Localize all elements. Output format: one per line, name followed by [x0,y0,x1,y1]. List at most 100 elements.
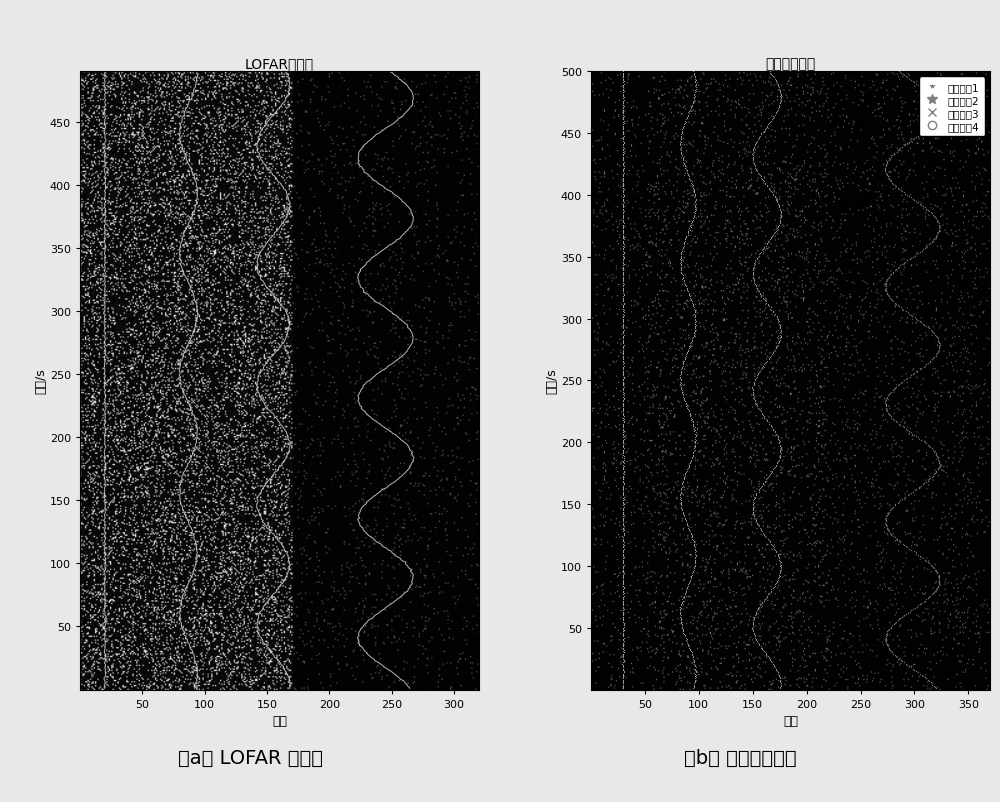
Point [615,682,631,695]
Point [930,333,946,346]
Point [762,653,778,666]
Point [673,599,689,612]
Point [763,68,779,81]
Point [687,205,703,218]
Point [615,135,631,148]
Point [685,420,701,433]
Point [895,304,911,317]
Point [615,111,631,124]
Point [616,241,632,254]
Point [910,314,926,327]
Point [928,350,944,363]
Point [751,132,767,144]
Point [685,331,701,344]
Point [616,542,632,555]
Point [746,510,762,523]
Point [615,164,631,177]
Point [672,489,688,502]
Point [762,66,778,79]
Point [931,224,947,237]
Point [686,540,702,553]
Point [682,408,698,421]
Point [615,379,631,392]
Point [745,388,761,401]
Point [879,521,895,534]
Point [771,219,787,232]
Point [615,358,631,371]
Point [681,459,697,472]
Point [880,172,896,184]
Point [912,246,928,259]
Point [879,509,895,522]
Point [753,128,769,140]
Point [755,245,771,257]
Point [896,375,912,387]
Point [677,588,693,601]
Point [615,411,631,424]
Point [920,674,936,687]
Point [674,503,690,516]
Point [615,152,631,165]
Point [757,124,773,136]
Point [615,438,631,451]
Point [750,285,766,298]
Point [615,273,631,286]
Point [616,297,632,310]
Point [677,470,693,483]
Point [686,326,702,339]
Point [615,365,631,378]
Point [746,496,762,509]
Point [615,153,631,166]
Title: LOFAR历程图: LOFAR历程图 [245,57,314,71]
Point [687,72,703,85]
Point [905,134,921,147]
Point [615,642,631,655]
Point [746,146,762,159]
Point [687,422,703,435]
Point [765,347,781,360]
Point [615,269,631,282]
Point [673,492,689,504]
Point [683,221,699,234]
Point [912,198,928,211]
Point [747,278,763,291]
Point [746,257,762,270]
Point [615,541,631,554]
Point [772,213,788,225]
Point [744,381,760,394]
Point [687,322,703,334]
Point [762,116,778,129]
Point [674,618,690,630]
Point [616,247,632,260]
Point [683,217,699,230]
Point [615,596,631,609]
Point [687,553,703,566]
Point [753,363,769,376]
Point [680,286,696,298]
Point [920,592,936,605]
Point [763,233,779,245]
Point [615,571,631,584]
Point [917,671,933,684]
Point [673,365,689,378]
Point [615,638,631,650]
Point [686,681,702,694]
Point [615,613,631,626]
Point [615,350,631,363]
Point [768,577,784,590]
Point [931,455,947,468]
Point [681,290,697,302]
Point [616,493,632,506]
Point [681,173,697,186]
Point [911,480,927,493]
Point [891,66,907,79]
X-axis label: 频率: 频率 [272,715,287,727]
Point [675,623,691,636]
Point [616,528,632,541]
Point [769,223,785,236]
Point [615,500,631,512]
Point [615,182,631,195]
Point [746,393,762,406]
Point [686,91,702,104]
Point [769,574,785,587]
